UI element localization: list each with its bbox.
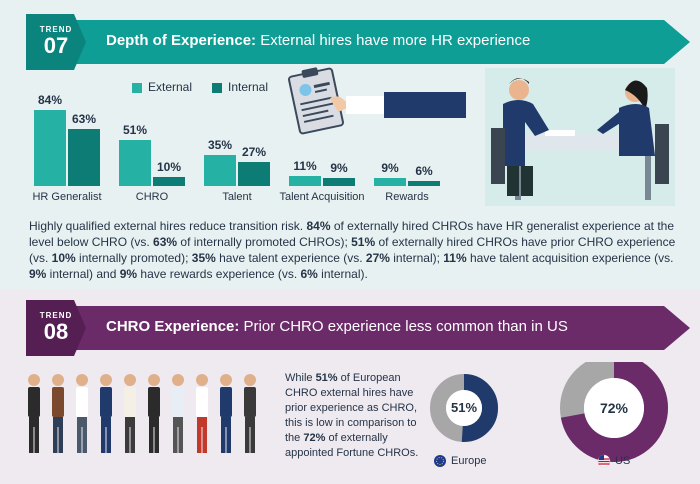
bar-label-external-4: 9% bbox=[381, 160, 399, 175]
para1-segment: internal). bbox=[317, 267, 368, 281]
para1-segment: have talent acquisition experience (vs. bbox=[466, 251, 674, 265]
person-icon bbox=[172, 374, 184, 453]
person-icon bbox=[100, 374, 112, 453]
bar-label-external-1: 51% bbox=[122, 123, 148, 138]
para1-segment: 6% bbox=[300, 267, 318, 281]
bar-internal-2 bbox=[238, 161, 270, 186]
bar-label-external-3: 11% bbox=[293, 159, 317, 174]
category-label-1: CHRO bbox=[135, 191, 169, 203]
donut-value-arc-0 bbox=[430, 374, 498, 442]
trend-07-badge-label: TREND bbox=[39, 25, 73, 34]
para2-segment: of European CHRO external hires have pri… bbox=[285, 372, 418, 444]
donut-value-arc-1 bbox=[560, 362, 668, 462]
legend-external-swatch bbox=[132, 82, 142, 93]
trend-08-ribbon bbox=[40, 306, 690, 350]
para1-segment: internally promoted); bbox=[75, 251, 192, 265]
bar-label-internal-4: 6% bbox=[415, 163, 433, 178]
person-icon bbox=[220, 374, 232, 453]
interview-illustration bbox=[485, 68, 675, 206]
bar-internal-4 bbox=[408, 180, 440, 186]
para2-segment: While bbox=[285, 372, 316, 384]
trend-08-description: While 51% of European CHRO external hire… bbox=[285, 371, 425, 461]
para1-segment: 9% bbox=[119, 267, 138, 281]
us-donut-value: 72% bbox=[599, 400, 629, 416]
bar-external-3 bbox=[289, 176, 321, 186]
para1-segment: 11% bbox=[443, 251, 467, 265]
para1-segment: 9% bbox=[29, 267, 47, 281]
us-flag-icon bbox=[597, 454, 611, 468]
person-icon bbox=[244, 374, 256, 453]
para1-segment: 63% bbox=[153, 235, 178, 249]
category-label-4: Rewards bbox=[385, 191, 429, 203]
para1-segment: of externally hired CHROs have prior CHR… bbox=[29, 235, 676, 265]
bar-external-4 bbox=[374, 177, 406, 186]
bar-internal-0 bbox=[68, 129, 100, 186]
bar-external-1 bbox=[119, 140, 151, 186]
trend-08-badge-label: TREND bbox=[39, 311, 73, 320]
legend-internal-swatch bbox=[212, 82, 222, 93]
para1-segment: have talent experience (vs. bbox=[215, 251, 366, 265]
trend-08-badge: TREND 08 bbox=[26, 300, 86, 356]
trend-08-banner bbox=[0, 306, 690, 350]
para1-segment: 27% bbox=[365, 251, 390, 265]
person-icon bbox=[124, 374, 136, 453]
trend-08-title-bold: CHRO Experience: bbox=[106, 318, 240, 335]
donut-charts bbox=[430, 362, 668, 462]
para1-segment: 10% bbox=[51, 251, 76, 265]
donut-center-0 bbox=[446, 390, 482, 426]
europe-donut-value: 51% bbox=[450, 400, 478, 415]
category-label-0: HR Generalist bbox=[32, 191, 102, 203]
bar-external-2 bbox=[204, 154, 236, 186]
bar-external-0 bbox=[34, 110, 66, 186]
eu-flag-icon bbox=[434, 455, 446, 467]
person-icon bbox=[196, 374, 208, 453]
para1-segment: 84% bbox=[306, 219, 331, 233]
para2-segment: 51% bbox=[315, 372, 338, 384]
trend-08-title: CHRO Experience: Prior CHRO experience l… bbox=[106, 318, 568, 335]
bar-label-internal-3: 9% bbox=[330, 160, 348, 175]
para1-segment: have rewards experience (vs. bbox=[137, 267, 301, 281]
category-label-3: Talent Acquisition bbox=[279, 191, 365, 203]
trend-07-badge: TREND 07 bbox=[26, 14, 86, 70]
trend-07-banner bbox=[0, 20, 690, 64]
trend-07-description: Highly qualified external hires reduce t… bbox=[29, 218, 679, 282]
bar-label-external-2: 35% bbox=[207, 137, 233, 152]
para1-segment: of externally hired CHROs have HR genera… bbox=[29, 219, 674, 249]
trend-07-ribbon bbox=[40, 20, 690, 64]
para1-segment: Highly qualified external hires reduce t… bbox=[29, 219, 307, 233]
legend-external: External bbox=[132, 80, 192, 94]
legend-internal: Internal bbox=[212, 80, 268, 94]
para1-segment: internal); bbox=[389, 251, 444, 265]
legend-external-label: External bbox=[148, 80, 193, 94]
bar-internal-1 bbox=[153, 177, 185, 186]
bar-label-external-0: 84% bbox=[37, 93, 63, 108]
us-label: US bbox=[615, 455, 631, 467]
para1-segment: 35% bbox=[191, 251, 216, 265]
resume-clipboard-illustration bbox=[288, 67, 466, 135]
trend-07-title-bold: Depth of Experience: bbox=[106, 32, 257, 49]
person-icon bbox=[76, 374, 88, 453]
trend-07-title: Depth of Experience: External hires have… bbox=[106, 32, 530, 49]
people-illustration bbox=[28, 374, 256, 453]
trend-07-badge-number: 07 bbox=[43, 33, 69, 58]
trend-08-title-rest: Prior CHRO experience less common than i… bbox=[239, 318, 568, 335]
legend-internal-label: Internal bbox=[228, 80, 269, 94]
para1-segment: internal) and bbox=[46, 267, 120, 281]
para2-segment: 72% bbox=[303, 432, 326, 444]
bar-internal-3 bbox=[323, 177, 355, 186]
para1-segment: 51% bbox=[351, 235, 376, 249]
bar-label-internal-1: 10% bbox=[156, 160, 182, 174]
para2-segment: of externally appointed Fortune CHROs. bbox=[285, 432, 419, 459]
category-label-2: Talent bbox=[222, 191, 252, 203]
europe-label: Europe bbox=[451, 455, 487, 467]
person-icon bbox=[52, 374, 64, 453]
trend-07-title-rest: External hires have more HR experience bbox=[256, 32, 531, 49]
bar-label-internal-0: 63% bbox=[71, 112, 97, 127]
person-icon bbox=[148, 374, 160, 453]
bar-label-internal-2: 27% bbox=[241, 144, 267, 159]
donut-center-1 bbox=[584, 378, 644, 438]
person-icon bbox=[28, 374, 40, 453]
trend-08-badge-number: 08 bbox=[43, 319, 69, 344]
para1-segment: of internally promoted CHROs); bbox=[177, 235, 352, 249]
